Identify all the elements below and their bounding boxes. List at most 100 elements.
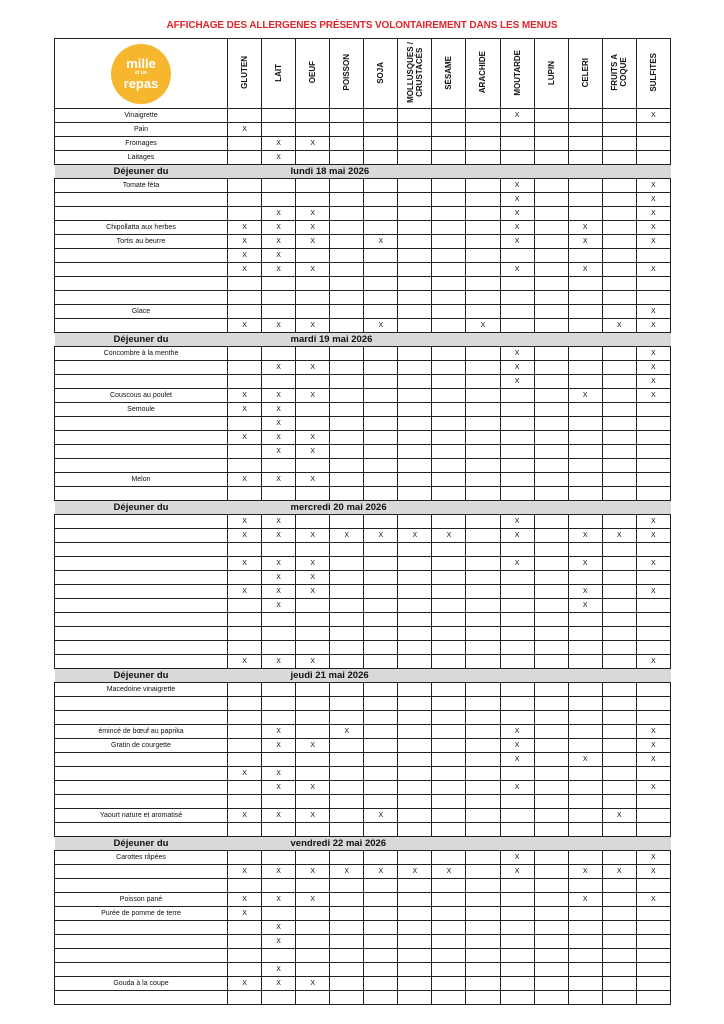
dish-name <box>54 934 228 949</box>
allergen-cell <box>465 276 501 291</box>
section-header-cell: Déjeuner du mardi 19 mai 2026 <box>54 332 671 347</box>
allergen-cell <box>635 766 672 781</box>
allergen-cell <box>431 108 467 123</box>
allergen-cell <box>601 850 637 865</box>
dish-name <box>54 556 228 571</box>
allergen-cell <box>499 696 535 711</box>
allergen-cell <box>601 892 637 907</box>
allergen-cell: X <box>635 850 672 865</box>
allergen-cell <box>397 304 433 319</box>
allergen-cell <box>363 906 399 921</box>
allergen-cell <box>635 122 672 137</box>
table-row: Couscous au poulet X X X X X <box>54 388 672 403</box>
dish-name: Macedoine vinaigrette <box>54 682 228 697</box>
allergen-cell <box>635 696 672 711</box>
allergen-cell <box>295 416 331 431</box>
allergen-cell <box>295 514 331 529</box>
section-label: Déjeuner du <box>113 334 169 345</box>
allergen-cell: X <box>295 738 331 753</box>
allergen-cell <box>226 570 263 585</box>
table-row: X <box>54 416 672 431</box>
allergen-cell <box>329 612 365 627</box>
allergen-cell <box>601 962 637 977</box>
allergen-cell <box>295 248 331 263</box>
allergen-cell <box>431 598 467 613</box>
allergen-cell <box>533 738 569 753</box>
allergen-cell <box>465 976 501 991</box>
allergen-cell: X <box>261 360 297 375</box>
allergen-cell <box>363 724 399 739</box>
allergen-cell: X <box>635 556 672 571</box>
allergen-cell <box>533 346 569 361</box>
allergen-cell <box>499 276 535 291</box>
allergen-cell <box>635 150 672 165</box>
allergen-cell: X <box>261 724 297 739</box>
dish-name <box>54 276 228 291</box>
allergen-cell: X <box>329 864 365 879</box>
allergen-cell <box>567 626 603 641</box>
allergen-cell: X <box>499 234 535 249</box>
allergen-cell <box>567 122 603 137</box>
dish-name: Gratin de courgette <box>54 738 228 753</box>
allergen-cell <box>601 262 637 277</box>
allergen-cell <box>533 304 569 319</box>
table-row <box>54 290 672 305</box>
allergen-cell: X <box>261 150 297 165</box>
section-header-cell: Déjeuner du mercredi 20 mai 2026 <box>54 500 671 515</box>
allergen-cell <box>465 612 501 627</box>
allergen-cell <box>601 682 637 697</box>
allergen-cell: X <box>295 388 331 403</box>
allergen-cell <box>226 304 263 319</box>
allergen-cell: X <box>567 262 603 277</box>
allergen-cell: X <box>226 976 263 991</box>
allergen-cell <box>431 738 467 753</box>
allergen-cell <box>431 234 467 249</box>
allergen-cell <box>499 626 535 641</box>
section-header-cell: Déjeuner du vendredi 22 mai 2026 <box>54 836 671 851</box>
allergen-cell <box>499 570 535 585</box>
allergen-cell <box>533 234 569 249</box>
allergen-cell <box>499 430 535 445</box>
allergen-cell <box>635 822 672 837</box>
allergen-cell: X <box>635 220 672 235</box>
allergen-cell <box>363 892 399 907</box>
allergen-cell <box>329 598 365 613</box>
allergen-cell <box>261 878 297 893</box>
allergen-cell <box>499 654 535 669</box>
allergen-cell <box>329 402 365 417</box>
allergen-cell <box>363 752 399 767</box>
allergen-cell <box>499 990 535 1005</box>
allergen-cell: X <box>499 850 535 865</box>
dish-name <box>54 766 228 781</box>
allergen-cell <box>431 696 467 711</box>
allergen-cell <box>465 178 501 193</box>
allergen-cell <box>601 346 637 361</box>
allergen-cell <box>465 220 501 235</box>
allergen-cell: X <box>397 864 433 879</box>
allergen-cell: X <box>329 528 365 543</box>
table-row: Chipollatta aux herbes X X X X X X <box>54 220 672 235</box>
allergen-cell <box>363 570 399 585</box>
allergen-cell <box>567 444 603 459</box>
allergen-cell <box>295 542 331 557</box>
allergen-cell <box>397 108 433 123</box>
allergen-cell <box>465 514 501 529</box>
allergen-cell: X <box>635 528 672 543</box>
allergen-cell <box>226 276 263 291</box>
allergen-cell <box>431 262 467 277</box>
allergen-cell: X <box>635 738 672 753</box>
allergen-cell <box>295 962 331 977</box>
allergen-cell <box>601 458 637 473</box>
allergen-cell <box>465 262 501 277</box>
allergen-cell <box>567 430 603 445</box>
allergen-cell <box>465 416 501 431</box>
table-row <box>54 276 672 291</box>
table-row: Poisson pané X X X X X <box>54 892 672 907</box>
allergen-cell <box>431 976 467 991</box>
dish-name: Carottes râpées <box>54 850 228 865</box>
allergen-cell <box>431 220 467 235</box>
allergen-cell <box>601 290 637 305</box>
allergen-cell <box>295 304 331 319</box>
